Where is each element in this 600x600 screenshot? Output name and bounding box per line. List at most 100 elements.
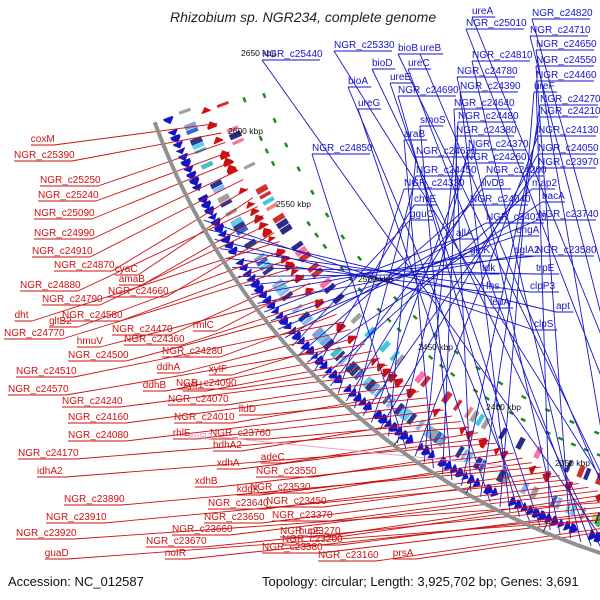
reverse-gene-label: adeC — [261, 452, 285, 463]
map-title: Rhizobium sp. NGR234, complete genome — [170, 9, 437, 25]
forward-gene-arrow — [278, 315, 289, 326]
reverse-gene-label: NGR_c24510 — [16, 366, 77, 377]
kbp-tick-label: 2450 kbp — [418, 342, 453, 352]
reverse-gene-arrow — [262, 227, 273, 238]
forward-gene-label: ureC — [408, 58, 430, 69]
forward-gene-label: chvE — [414, 194, 437, 205]
forward-gene-label: bacA — [542, 191, 565, 202]
reverse-gene-arrow — [250, 208, 260, 217]
forward-cog-stripe — [311, 326, 325, 339]
ring-tick — [310, 189, 315, 196]
reverse-gene-label: kdgK — [237, 484, 260, 495]
forward-gene-label: ureB — [420, 43, 441, 54]
reverse-cog-stripe — [394, 354, 406, 366]
forward-cog-stripe — [192, 141, 205, 151]
reverse-cog-stripe — [262, 196, 275, 206]
forward-gene-label: apt — [556, 301, 570, 312]
forward-gene-label: clpP3 — [530, 281, 555, 292]
forward-cog-stripe — [529, 486, 540, 500]
reverse-cog-stripe — [275, 217, 290, 230]
ring-tick — [356, 255, 363, 262]
forward-gene-arrow — [513, 499, 523, 510]
forward-gene-label: NGR_c24040 — [470, 194, 531, 205]
forward-cog-stripe — [217, 193, 231, 204]
forward-gene-arrow — [235, 257, 245, 266]
forward-gene-label: NGR_c24270 — [540, 94, 600, 105]
reverse-cog-stripe — [474, 413, 486, 427]
forward-cog-stripe — [301, 315, 314, 327]
reverse-gene-label: NGR_c23370 — [272, 510, 333, 521]
forward-cog-stripe — [330, 345, 343, 359]
forward-gene-label: NGR_c24850 — [312, 143, 373, 154]
forward-cog-stripe — [349, 364, 361, 377]
forward-gene-arrow — [180, 158, 191, 168]
reverse-gene-label: NGR_c24870 — [54, 260, 115, 271]
reverse-cog-stripe — [463, 406, 474, 419]
reverse-cog-stripe — [265, 202, 279, 212]
reverse-gene-label: NGR_c25240 — [38, 190, 99, 201]
forward-cog-stripe — [402, 409, 413, 422]
forward-cog-stripe — [232, 220, 246, 232]
reverse-gene-label: NGR_c24170 — [18, 448, 79, 459]
reverse-gene-label: idhA2 — [37, 466, 63, 477]
forward-cog-stripe — [235, 225, 249, 236]
forward-gene-arrow — [242, 268, 252, 277]
forward-cog-stripe — [549, 495, 558, 508]
forward-gene-label: engA — [516, 225, 540, 236]
forward-cog-stripe — [393, 402, 405, 416]
forward-gene-label: fhs — [486, 281, 499, 292]
reverse-gene-arrow — [267, 236, 277, 244]
reverse-gene-arrow — [478, 438, 489, 449]
reverse-gene-label: NGR_c24570 — [8, 384, 69, 395]
reverse-gene-label: NGR_c24070 — [168, 394, 229, 405]
reverse-gene-label: NGR_c23550 — [256, 466, 317, 477]
forward-gene-label: map2 — [532, 178, 557, 189]
forward-cog-stripe — [219, 198, 233, 208]
forward-gene-label: NGR_c24330 — [404, 178, 465, 189]
reverse-gene-label: NGR_c23200 — [282, 534, 343, 545]
reverse-cog-stripe — [255, 183, 269, 195]
forward-gene-label: ureG — [358, 98, 380, 109]
reverse-gene-label: rmlC — [193, 320, 214, 331]
forward-cog-stripe — [406, 412, 418, 426]
ring-tick — [412, 314, 418, 320]
reverse-gene-label: ddhA — [157, 362, 181, 373]
ring-tick — [283, 142, 289, 148]
ring-tick — [262, 92, 267, 99]
ring-tick — [314, 232, 320, 238]
forward-cog-stripe — [345, 360, 358, 374]
forward-gene-label: NGR_c25010 — [466, 18, 527, 29]
reverse-gene-arrow — [459, 426, 467, 436]
reverse-gene-label: NGR_c24240 — [62, 396, 123, 407]
reverse-cog-stripe — [279, 223, 293, 236]
reverse-gene-label: coxM — [31, 134, 55, 145]
reverse-cog-stripe — [583, 467, 592, 481]
reverse-cog-stripe — [389, 349, 401, 362]
reverse-cog-stripe — [319, 277, 332, 290]
forward-gene-label: trpE — [536, 263, 555, 274]
forward-gene-arrow — [213, 223, 225, 233]
forward-cog-stripe — [253, 252, 266, 263]
ring-tick — [264, 148, 270, 154]
reverse-gene-label: NGR_c24160 — [68, 412, 129, 423]
ring-tick — [497, 380, 504, 386]
forward-gene-arrow — [593, 531, 600, 543]
forward-cog-stripe — [189, 135, 204, 146]
reverse-cog-stripe — [576, 464, 586, 479]
forward-gene-label: ureF — [534, 81, 555, 92]
forward-gene-label: NGR_c24210 — [540, 106, 600, 117]
forward-cog-stripe — [271, 278, 284, 289]
forward-gene-arrow — [333, 374, 342, 384]
reverse-gene-label: ddhB — [143, 380, 167, 391]
forward-cog-stripe — [183, 121, 197, 131]
forward-cog-stripe — [229, 216, 244, 228]
forward-gene-label: ureE — [390, 72, 411, 83]
forward-gene-arrow — [372, 409, 383, 420]
reverse-gene-label: NGR_c24580 — [62, 310, 123, 321]
forward-gene-label: NGR_c24550 — [536, 55, 597, 66]
reverse-gene-label: lldD — [239, 404, 256, 415]
reverse-gene-label: NGR_c23670 — [146, 536, 207, 547]
forward-cog-stripe — [212, 184, 226, 194]
reverse-cog-stripe — [480, 417, 491, 430]
